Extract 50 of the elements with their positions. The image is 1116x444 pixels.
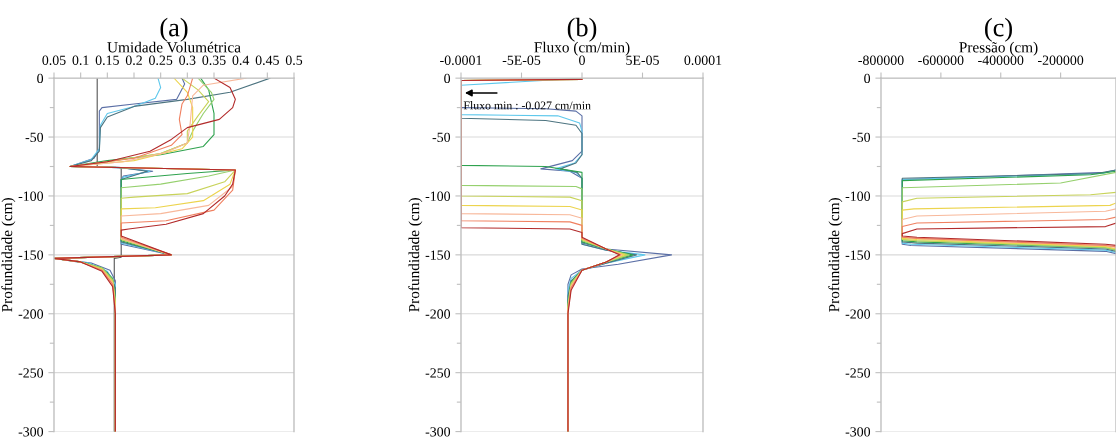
y-tick-label: -200 <box>845 309 871 319</box>
x-tick-label: 0.05 <box>42 55 66 65</box>
y-tick-label: -150 <box>425 250 451 260</box>
x-tick-label: 5E-05 <box>626 55 659 65</box>
x-tick-label: 0.4 <box>232 55 250 65</box>
y-tick-label: 0 <box>864 73 871 84</box>
x-tick-label: 0 <box>579 55 585 65</box>
x-tick-label: -0.0001 <box>440 55 482 65</box>
y-tick-label: -150 <box>845 250 871 260</box>
x-tick-label: -600000 <box>918 55 964 65</box>
y-tick-label: -200 <box>425 309 451 319</box>
y-tick-label: -150 <box>18 250 44 260</box>
y-tick-label: -250 <box>845 368 871 378</box>
x-tick-label: -800000 <box>858 55 904 65</box>
y-tick-label: -300 <box>425 427 451 437</box>
chart-title: (c) <box>985 17 1012 42</box>
y-tick-label: -50 <box>852 132 871 142</box>
y-tick-label: -200 <box>18 309 44 319</box>
y-tick-label: -100 <box>425 191 451 201</box>
chart-title: (a) <box>160 17 188 42</box>
y-tick-label: -300 <box>845 427 871 437</box>
x-axis-title: Pressão (cm) <box>959 41 1038 56</box>
y-tick-label: 0 <box>37 73 44 84</box>
y-tick-label: -100 <box>18 191 44 201</box>
x-tick-label: 0.2 <box>125 55 142 65</box>
y-axis-title: Profundidade (cm) <box>1 198 16 312</box>
x-tick-label: 0.1 <box>72 55 89 65</box>
y-axis-title: Profundidade (cm) <box>828 198 843 312</box>
x-tick-label: 0.35 <box>202 55 226 65</box>
x-tick-label: 0.25 <box>149 55 173 65</box>
x-tick-label: 0.0001 <box>684 55 722 65</box>
y-tick-label: 0 <box>444 73 451 84</box>
y-tick-label: -50 <box>25 132 44 142</box>
x-tick-label: -5E-05 <box>502 55 541 65</box>
y-tick-label: -100 <box>845 191 871 201</box>
x-tick-label: 0.5 <box>285 55 303 65</box>
x-axis-title: Umidade Volumétrica <box>107 41 241 53</box>
x-tick-label: 0.45 <box>255 55 279 65</box>
y-tick-label: -250 <box>425 368 451 378</box>
x-tick-label: 0.3 <box>179 55 196 65</box>
chart-title: (b) <box>567 17 597 42</box>
x-axis-title: Fluxo (cm/min) <box>534 41 630 56</box>
x-tick-label: -400000 <box>978 55 1024 65</box>
x-tick-label: 0.15 <box>95 55 119 65</box>
x-tick-label: -200000 <box>1037 55 1084 65</box>
y-axis-title: Profundidade (cm) <box>408 198 423 312</box>
y-tick-label: -50 <box>432 132 451 142</box>
annotation: Fluxo min : -0.027 cm/min <box>463 101 591 110</box>
y-tick-label: -250 <box>18 368 44 378</box>
y-tick-label: -300 <box>18 427 44 437</box>
